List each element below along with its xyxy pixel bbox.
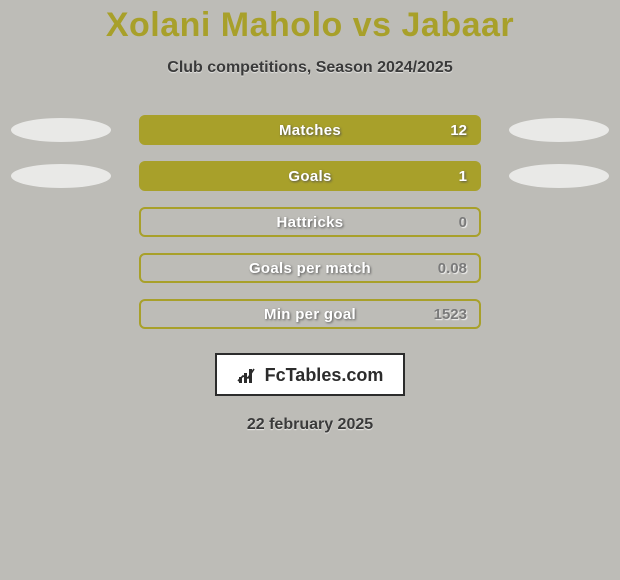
stat-label: Matches (279, 122, 341, 139)
stat-value: 0.08 (438, 260, 467, 277)
ellipse-left-icon (11, 118, 111, 142)
stat-bar-matches: Matches 12 (139, 115, 481, 145)
stats-list: Matches 12 Goals 1 Hattricks 0 (0, 115, 620, 329)
stat-bar-hattricks: Hattricks 0 (139, 207, 481, 237)
brand-box[interactable]: FcTables.com (215, 353, 406, 396)
date-line: 22 february 2025 (247, 416, 373, 434)
stat-row: Matches 12 (0, 115, 620, 145)
stat-row: Hattricks 0 (0, 207, 620, 237)
page-subtitle: Club competitions, Season 2024/2025 (167, 59, 452, 77)
bar-chart-icon (237, 367, 259, 385)
brand-text: FcTables.com (265, 365, 384, 386)
ellipse-right-icon (509, 118, 609, 142)
stat-row: Min per goal 1523 (0, 299, 620, 329)
page-title: Xolani Maholo vs Jabaar (106, 6, 514, 45)
stat-row: Goals per match 0.08 (0, 253, 620, 283)
stat-value: 1 (459, 168, 467, 185)
comparison-card: Xolani Maholo vs Jabaar Club competition… (0, 0, 620, 580)
stat-value: 0 (459, 214, 467, 231)
stat-bar-goals-per-match: Goals per match 0.08 (139, 253, 481, 283)
ellipse-left-icon (11, 164, 111, 188)
stat-label: Hattricks (277, 214, 344, 231)
ellipse-right-icon (509, 164, 609, 188)
stat-bar-min-per-goal: Min per goal 1523 (139, 299, 481, 329)
stat-label: Goals per match (249, 260, 371, 277)
stat-value: 1523 (434, 306, 467, 323)
stat-label: Goals (288, 168, 331, 185)
stat-label: Min per goal (264, 306, 356, 323)
stat-value: 12 (450, 122, 467, 139)
stat-row: Goals 1 (0, 161, 620, 191)
stat-bar-goals: Goals 1 (139, 161, 481, 191)
